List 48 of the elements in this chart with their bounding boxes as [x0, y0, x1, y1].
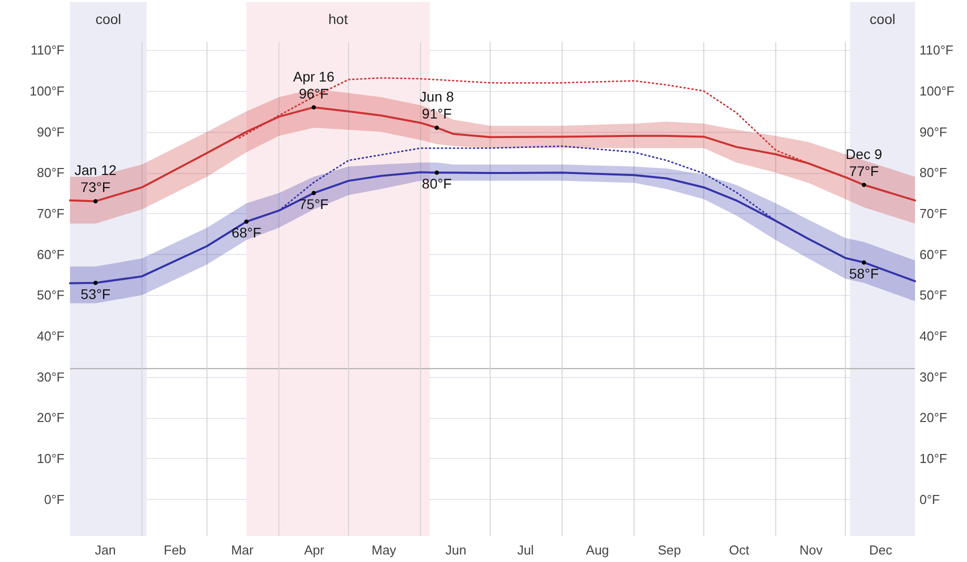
y-tick-label: 50°F	[36, 288, 65, 303]
y2-tick-label: 50°F	[920, 288, 948, 303]
annotation: 58°F	[849, 265, 879, 282]
x-tick-label: Jan	[94, 542, 116, 558]
band-label: hot	[328, 11, 348, 27]
x-tick-label: Oct	[728, 542, 750, 558]
x-tick-label: Sep	[658, 542, 681, 558]
x-tick-label: Jul	[517, 542, 534, 558]
y-tick-label: 40°F	[36, 328, 65, 344]
band-label: cool	[95, 11, 122, 27]
y2-tick-label: 80°F	[920, 165, 948, 180]
x-tick-label: Jun	[445, 542, 466, 558]
y-tick-label: 80°F	[36, 165, 65, 180]
y-tick-label: 30°F	[36, 369, 65, 384]
annotation: 68°F	[232, 224, 262, 241]
y2-tick-label: 0°F	[920, 492, 940, 507]
y-tick-label: 70°F	[36, 206, 65, 221]
y2-tick-label: 60°F	[920, 246, 948, 262]
x-tick-label: Nov	[799, 542, 824, 558]
annotation: 80°F	[422, 176, 452, 192]
annotation: Jan 12 73°F	[74, 162, 117, 196]
y-tick-label: 100°F	[30, 83, 65, 98]
annotation: 53°F	[80, 286, 110, 302]
y2-tick-label: 90°F	[920, 124, 948, 140]
x-tick-label: Aug	[586, 542, 610, 558]
y2-tick-label: 20°F	[920, 410, 948, 426]
y2-tick-label: 100°F	[920, 83, 954, 98]
x-tick-label: May	[372, 542, 397, 558]
x-tick-label: Feb	[164, 542, 186, 558]
annotation: Apr 16 96°F	[293, 68, 335, 102]
annotation: Dec 9 77°F	[846, 146, 882, 179]
y2-tick-label: 40°F	[920, 328, 948, 344]
y2-tick-label: 30°F	[920, 369, 948, 384]
x-tick-label: Mar	[231, 542, 254, 558]
y-tick-label: 110°F	[30, 42, 65, 58]
band-label: cool	[870, 11, 896, 27]
y2-tick-label: 110°F	[920, 42, 954, 58]
x-tick-label: Dec	[869, 542, 893, 558]
y-tick-label: 20°F	[36, 410, 65, 426]
y2-tick-label: 70°F	[920, 206, 948, 221]
y-tick-label: 10°F	[36, 450, 65, 466]
y-tick-label: 90°F	[36, 124, 65, 140]
annotation: 75°F	[298, 196, 329, 212]
x-tick-label: Apr	[304, 542, 326, 558]
annotation: Jun 8 91°F	[420, 88, 454, 122]
y-tick-label: 60°F	[36, 246, 65, 262]
y-tick-label: 0°F	[44, 492, 65, 507]
y2-tick-label: 10°F	[920, 450, 948, 466]
